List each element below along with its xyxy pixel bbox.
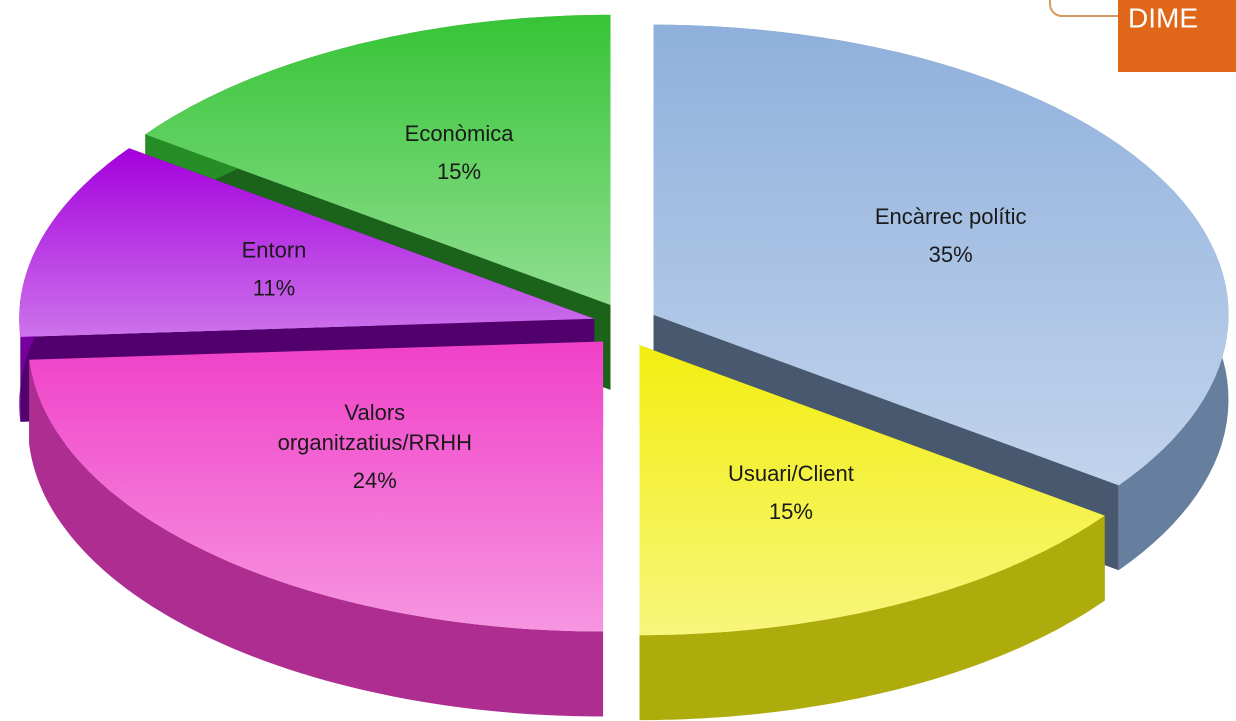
slice-value-label: 11% [253,276,295,301]
slice-value-label: 35% [929,242,973,267]
slice-value-label: 15% [437,159,481,184]
slice-value-label: 15% [769,499,813,524]
slice-shine [29,341,604,632]
pie: Encàrrec polític 35% Usuari/Client 15% Valor… [19,14,1229,721]
slice-shine [145,14,611,305]
badge-text: DIME [1128,2,1198,33]
slice-label: Econòmica [405,121,515,146]
badge: DIME [1049,0,1236,72]
slice-label: Encàrrec polític [875,204,1027,229]
badge-box [1118,0,1236,72]
slice-shine [639,345,1105,636]
slice-shine [19,148,595,337]
slice-side [29,359,604,717]
slice-label: Usuari/Client [728,461,854,486]
slice-value-label: 24% [353,468,397,493]
slice-label: Entorn [242,238,307,263]
slice-side [639,515,1105,721]
slice-label: Valors organitzatius/RRHH [278,400,472,455]
slice-shine [653,24,1229,486]
